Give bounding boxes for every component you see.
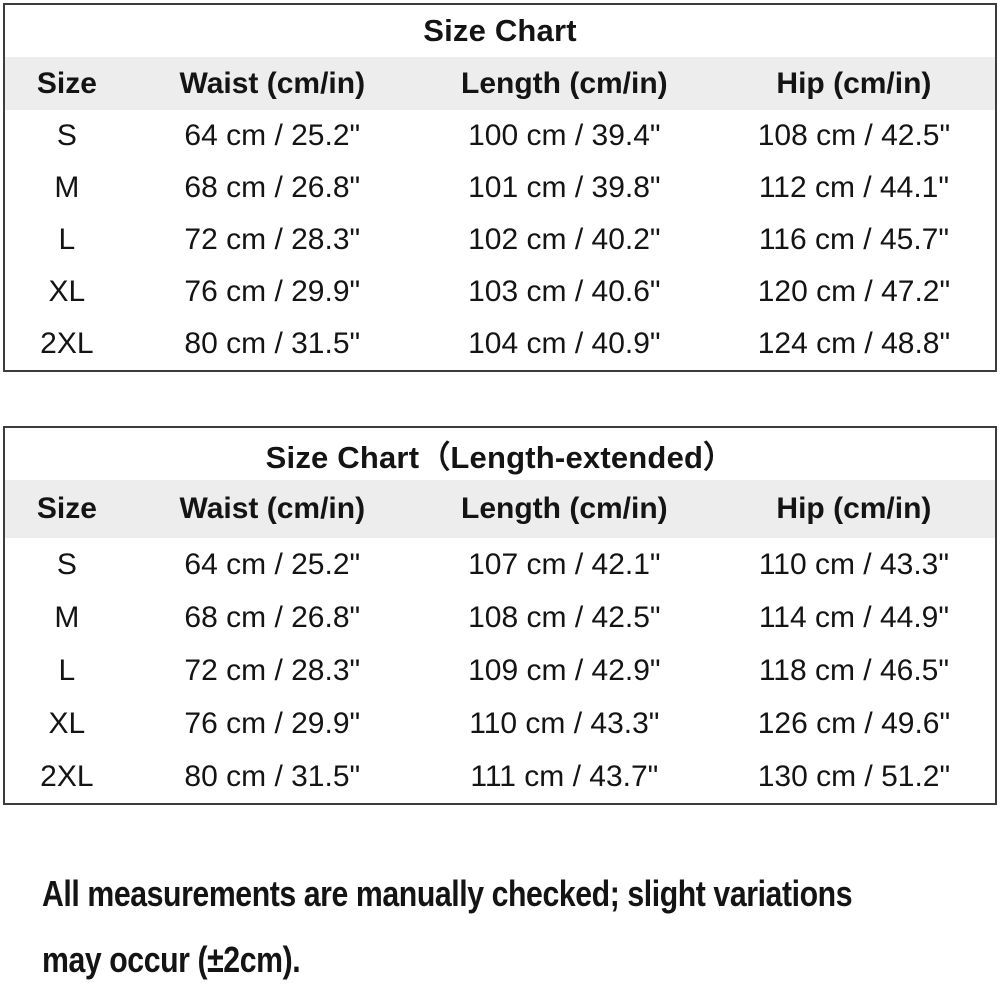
measurement-cell: 111 cm / 43.7"	[470, 759, 659, 793]
size-table-standard-body: S 64 cm / 25.2" 100 cm / 39.4" 108 cm / 42.…	[5, 110, 995, 370]
column-header-hip: Hip (cm/in)	[712, 480, 995, 538]
column-header-size: Size	[5, 57, 129, 110]
measurement-cell: 80 cm / 31.5"	[184, 327, 361, 360]
table-row: XL 76 cm / 29.9" 110 cm / 43.3" 126 cm / 49…	[5, 697, 995, 750]
column-header-hip: Hip (cm/in)	[712, 57, 995, 110]
measurement-cell: 108 cm / 42.5"	[468, 600, 661, 634]
column-header-size: Size	[5, 480, 129, 538]
measurement-cell: 109 cm / 42.9"	[468, 653, 661, 687]
size-chart-standard-title: Size Chart	[423, 13, 577, 48]
measurement-cell: 102 cm / 40.2"	[468, 223, 661, 256]
size-cell: M	[54, 600, 80, 634]
measurement-cell: 72 cm / 28.3"	[184, 653, 361, 687]
table-row: 2XL 80 cm / 31.5" 104 cm / 40.9" 124 cm / 4…	[5, 318, 995, 370]
size-chart-length-extended-title: Size Chart（Length-extended）	[265, 439, 735, 475]
measurement-cell: 68 cm / 26.8"	[184, 600, 361, 634]
table-row: S 64 cm / 25.2" 100 cm / 39.4" 108 cm / 42.…	[5, 110, 995, 162]
measurement-cell: 120 cm / 47.2"	[757, 275, 951, 308]
size-table-length-extended-body: S 64 cm / 25.2" 107 cm / 42.1" 110 cm / 43.…	[5, 538, 995, 803]
table-row: M 68 cm / 26.8" 101 cm / 39.8" 112 cm / 44.…	[5, 162, 995, 214]
measurement-cell: 80 cm / 31.5"	[184, 759, 361, 793]
measurement-cell: 114 cm / 44.9"	[758, 600, 950, 634]
measurement-cell: 104 cm / 40.9"	[468, 327, 661, 360]
table-row: L 72 cm / 28.3" 102 cm / 40.2" 116 cm / 45.…	[5, 214, 995, 266]
measurement-cell: 68 cm / 26.8"	[184, 171, 361, 204]
table-row: L 72 cm / 28.3" 109 cm / 42.9" 118 cm / 46.…	[5, 644, 995, 697]
size-chart-length-extended: Size Chart（Length-extended） Size Waist (…	[3, 426, 997, 805]
measurement-cell: 112 cm / 44.1"	[758, 171, 950, 204]
measurement-cell: 76 cm / 29.9"	[184, 706, 361, 740]
table-row: XL 76 cm / 29.9" 103 cm / 40.6" 120 cm / 47…	[5, 266, 995, 318]
size-table-length-extended: Size Waist (cm/in) Length (cm/in) Hip (c…	[5, 480, 995, 803]
measurement-cell: 126 cm / 49.6"	[757, 706, 951, 740]
size-cell: XL	[48, 706, 86, 740]
measurement-note: All measurements are manually checked; s…	[42, 861, 1000, 993]
measurement-cell: 108 cm / 42.5"	[757, 119, 951, 152]
size-table-length-extended-header: Size Waist (cm/in) Length (cm/in) Hip (c…	[5, 480, 995, 538]
measurement-cell: 64 cm / 25.2"	[184, 119, 361, 152]
note-line-1: All measurements are manually checked; s…	[42, 873, 853, 914]
size-cell: L	[58, 223, 76, 256]
measurement-cell: 130 cm / 51.2"	[757, 759, 951, 793]
column-header-length: Length (cm/in)	[415, 480, 713, 538]
table-row: M 68 cm / 26.8" 108 cm / 42.5" 114 cm / 44.…	[5, 591, 995, 644]
size-cell: 2XL	[40, 327, 94, 360]
measurement-cell: 64 cm / 25.2"	[184, 547, 361, 581]
measurement-cell: 103 cm / 40.6"	[468, 275, 661, 308]
table-row: S 64 cm / 25.2" 107 cm / 42.1" 110 cm / 43.…	[5, 538, 995, 591]
column-header-length: Length (cm/in)	[415, 57, 713, 110]
column-header-waist: Waist (cm/in)	[128, 480, 416, 538]
measurement-cell: 118 cm / 46.5"	[758, 653, 950, 687]
measurement-cell: 72 cm / 28.3"	[184, 223, 361, 256]
measurement-cell: 124 cm / 48.8"	[757, 327, 951, 360]
measurement-cell: 100 cm / 39.4"	[468, 119, 661, 152]
header-row: Size Waist (cm/in) Length (cm/in) Hip (c…	[5, 480, 995, 538]
size-cell: M	[54, 171, 80, 204]
measurement-cell: 116 cm / 45.7"	[758, 223, 950, 256]
measurement-cell: 101 cm / 39.8"	[468, 171, 661, 204]
size-cell: 2XL	[40, 759, 94, 793]
table-row: 2XL 80 cm / 31.5" 111 cm / 43.7" 130 cm / 5…	[5, 750, 995, 803]
measurement-cell: 76 cm / 29.9"	[184, 275, 361, 308]
size-table-standard-header: Size Waist (cm/in) Length (cm/in) Hip (c…	[5, 57, 995, 110]
measurement-cell: 110 cm / 43.3"	[758, 547, 950, 581]
note-line-2: may occur (±2cm).	[42, 939, 301, 980]
size-cell: XL	[48, 275, 86, 308]
measurement-cell: 107 cm / 42.1"	[468, 547, 661, 581]
header-row: Size Waist (cm/in) Length (cm/in) Hip (c…	[5, 57, 995, 110]
size-table-standard: Size Waist (cm/in) Length (cm/in) Hip (c…	[5, 57, 995, 370]
size-cell: L	[58, 653, 76, 687]
size-cell: S	[56, 119, 77, 152]
column-header-waist: Waist (cm/in)	[128, 57, 416, 110]
size-chart-standard: Size Chart Size Waist (cm/in) Length (cm…	[3, 3, 997, 372]
measurement-cell: 110 cm / 43.3"	[469, 706, 660, 740]
size-cell: S	[56, 547, 77, 581]
